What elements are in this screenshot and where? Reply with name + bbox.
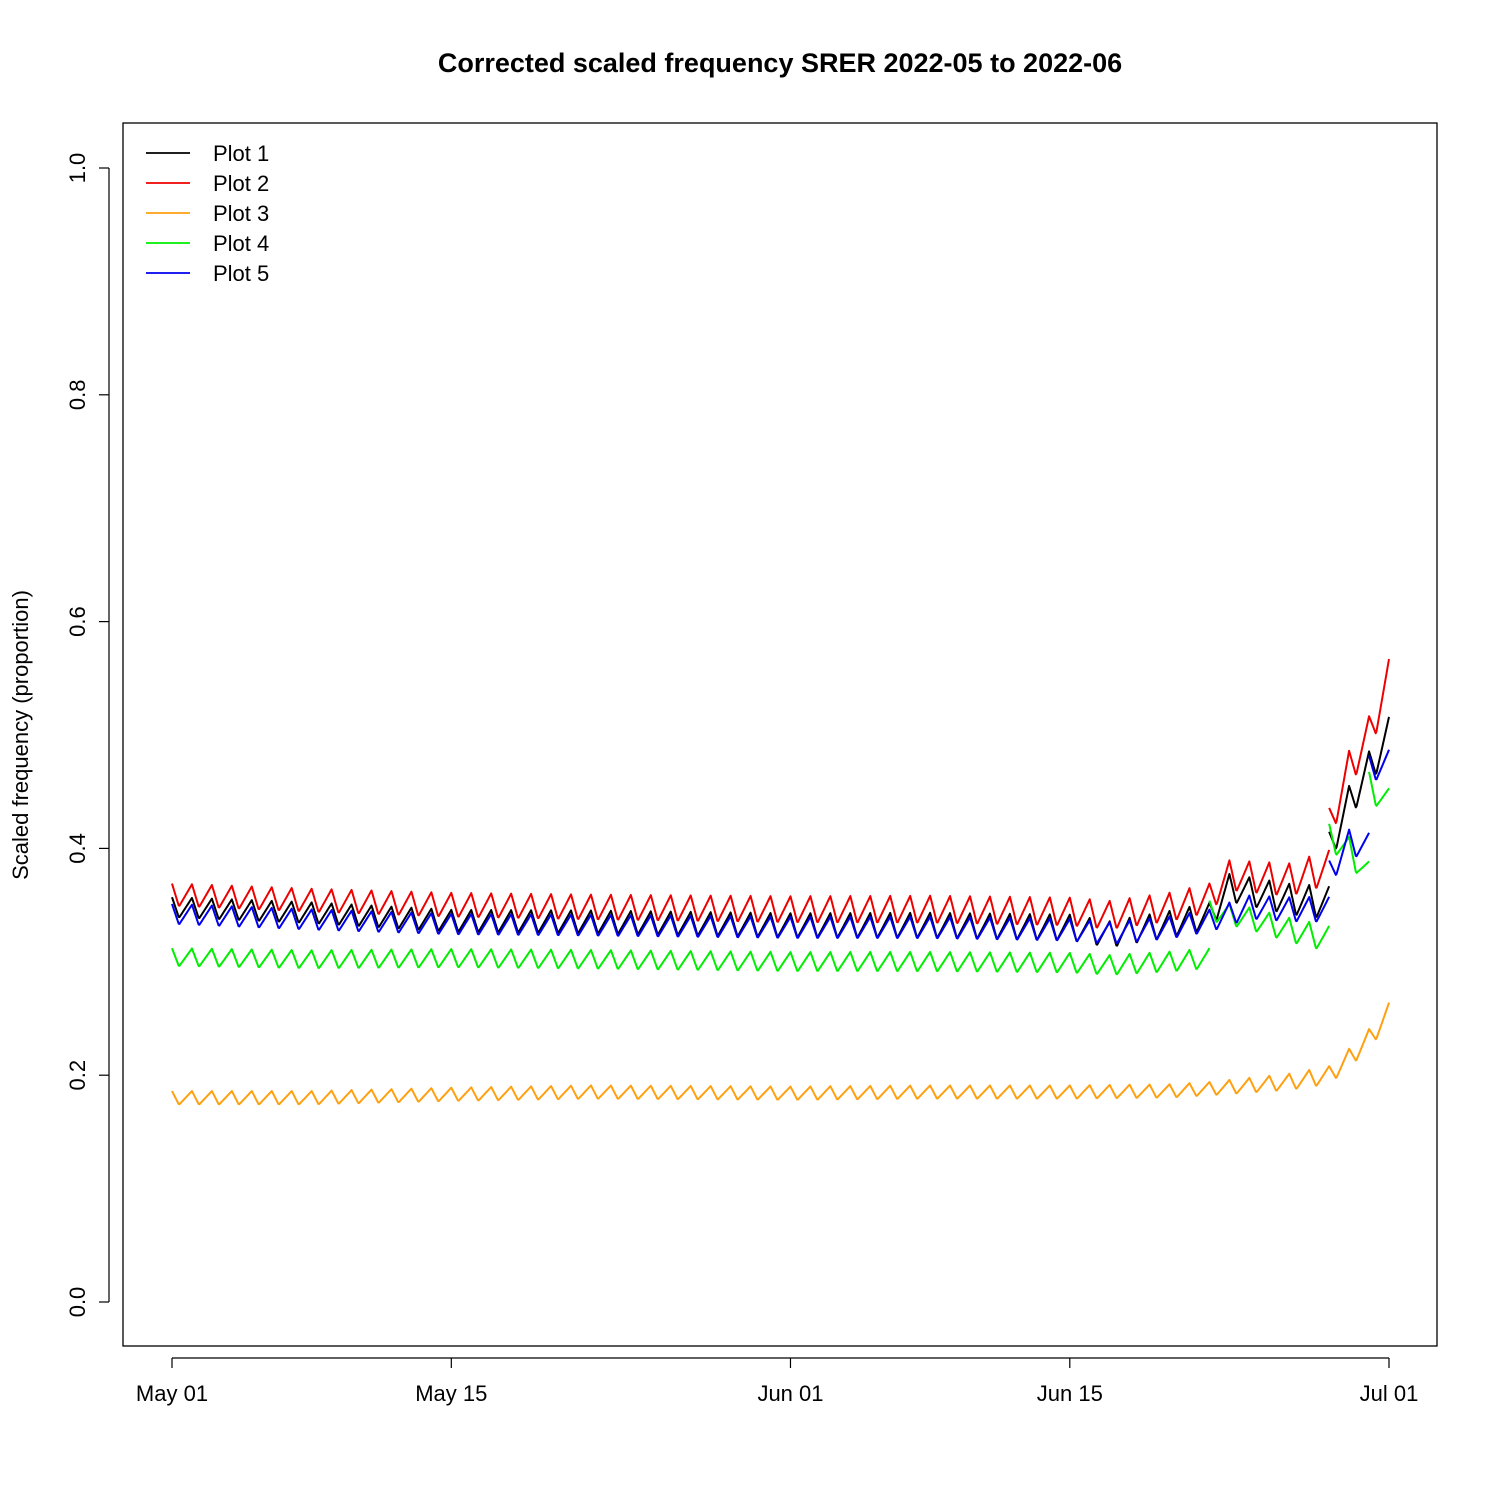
series-line-plot-5-part-3 — [1368, 749, 1390, 781]
x-tick-label-may-15: May 15 — [415, 1381, 487, 1406]
y-tick-label-1-0: 1.0 — [65, 153, 90, 184]
legend-label-plot-5: Plot 5 — [213, 261, 269, 286]
y-tick-label-0-8: 0.8 — [65, 380, 90, 411]
y-tick-label-0-6: 0.6 — [65, 606, 90, 637]
series-plot-4 — [171, 771, 1390, 976]
series-line-plot-1-part-2 — [1328, 716, 1390, 850]
x-tick-label-may-01: May 01 — [136, 1381, 208, 1406]
y-tick-label-0-2: 0.2 — [65, 1060, 90, 1091]
series-line-plot-2-part-1 — [171, 849, 1331, 929]
series-plot-5 — [171, 749, 1390, 945]
legend: Plot 1 Plot 2 Plot 3 Plot 4 Plot 5 — [146, 141, 269, 286]
legend-label-plot-2: Plot 2 — [213, 171, 269, 196]
series-line-plot-5-part-1 — [171, 894, 1331, 945]
x-tick-label-jun-15: Jun 15 — [1037, 1381, 1103, 1406]
series-layer — [171, 658, 1390, 1106]
series-line-plot-3-part-1 — [171, 1002, 1390, 1106]
y-axis: 0.0 0.2 0.4 0.6 0.8 1.0 — [65, 153, 110, 1318]
series-plot-1 — [171, 716, 1390, 947]
legend-label-plot-4: Plot 4 — [213, 231, 269, 256]
series-line-plot-4-part-3 — [1328, 823, 1370, 874]
y-axis-label: Scaled frequency (proportion) — [8, 590, 33, 880]
y-tick-label-0-0: 0.0 — [65, 1287, 90, 1318]
plot-frame — [122, 122, 1438, 1347]
series-line-plot-2-part-2 — [1328, 658, 1390, 825]
x-tick-label-jul-01: Jul 01 — [1360, 1381, 1419, 1406]
y-tick-label-0-4: 0.4 — [65, 833, 90, 864]
series-plot-3 — [171, 1002, 1390, 1106]
series-line-plot-4-part-1 — [171, 947, 1211, 976]
x-axis: May 01 May 15 Jun 01 Jun 15 Jul 01 — [136, 1357, 1419, 1406]
chart-title: Corrected scaled frequency SRER 2022-05 … — [438, 48, 1122, 78]
legend-label-plot-3: Plot 3 — [213, 201, 269, 226]
x-tick-label-jun-01: Jun 01 — [757, 1381, 823, 1406]
series-plot-2 — [171, 658, 1390, 929]
legend-label-plot-1: Plot 1 — [213, 141, 269, 166]
series-line-plot-4-part-4 — [1368, 771, 1390, 807]
series-line-plot-5-part-2 — [1328, 828, 1370, 876]
series-line-plot-1-part-1 — [171, 872, 1331, 947]
